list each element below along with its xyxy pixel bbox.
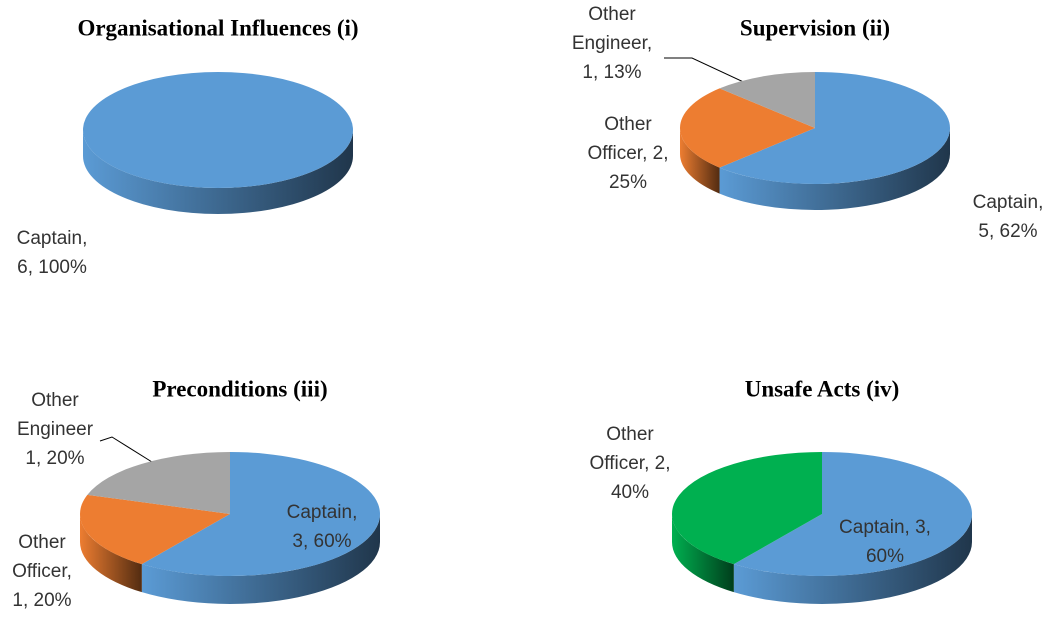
pie-slice: Captain: [83, 72, 353, 188]
pie-slice: Captain: [733, 452, 972, 576]
data-label: Captain, 6, 100%: [16, 228, 88, 278]
chart-title: Organisational Influences (i): [77, 15, 358, 40]
pie-side: [719, 128, 950, 210]
pie-sides: [672, 514, 972, 604]
pie-slice: Other Engineer: [87, 452, 230, 514]
pie-side: [141, 514, 380, 604]
pie-slice: Other Officer: [672, 452, 822, 565]
data-label: Other Officer, 2, 25%: [587, 114, 669, 193]
pie-slice: Other Officer: [680, 88, 815, 168]
data-label: Captain, 3, 60%: [839, 517, 931, 567]
chart-title: Preconditions (iii): [152, 376, 327, 401]
chart-title: Supervision (ii): [740, 15, 890, 40]
pie-side: [733, 514, 972, 604]
pie-slice: Other Engineer: [719, 72, 815, 128]
pie-side: [80, 514, 142, 593]
chart-title: Unsafe Acts (iv): [745, 376, 900, 401]
pie-sides: [83, 130, 353, 214]
pie-slice: Other Officer: [79, 494, 230, 565]
data-label: Captain, 3, 60%: [286, 502, 358, 552]
data-label: Other Engineer 1, 20%: [16, 390, 94, 469]
pie-slice: Captain: [719, 72, 950, 185]
pie-side: [680, 128, 720, 194]
leader-line: [99, 436, 153, 463]
data-label: Captain, 5, 62%: [972, 192, 1044, 242]
data-label: Other Officer, 2, 40%: [589, 424, 671, 503]
pie-sides: [80, 514, 380, 604]
data-label: Other Officer, 1, 20%: [12, 532, 72, 611]
data-label: Other Engineer, 1, 13%: [571, 4, 653, 83]
pie-slice: Captain: [141, 452, 380, 576]
pie-sides: [680, 128, 950, 210]
pie-side: [672, 514, 734, 593]
pie-side: [83, 130, 353, 214]
